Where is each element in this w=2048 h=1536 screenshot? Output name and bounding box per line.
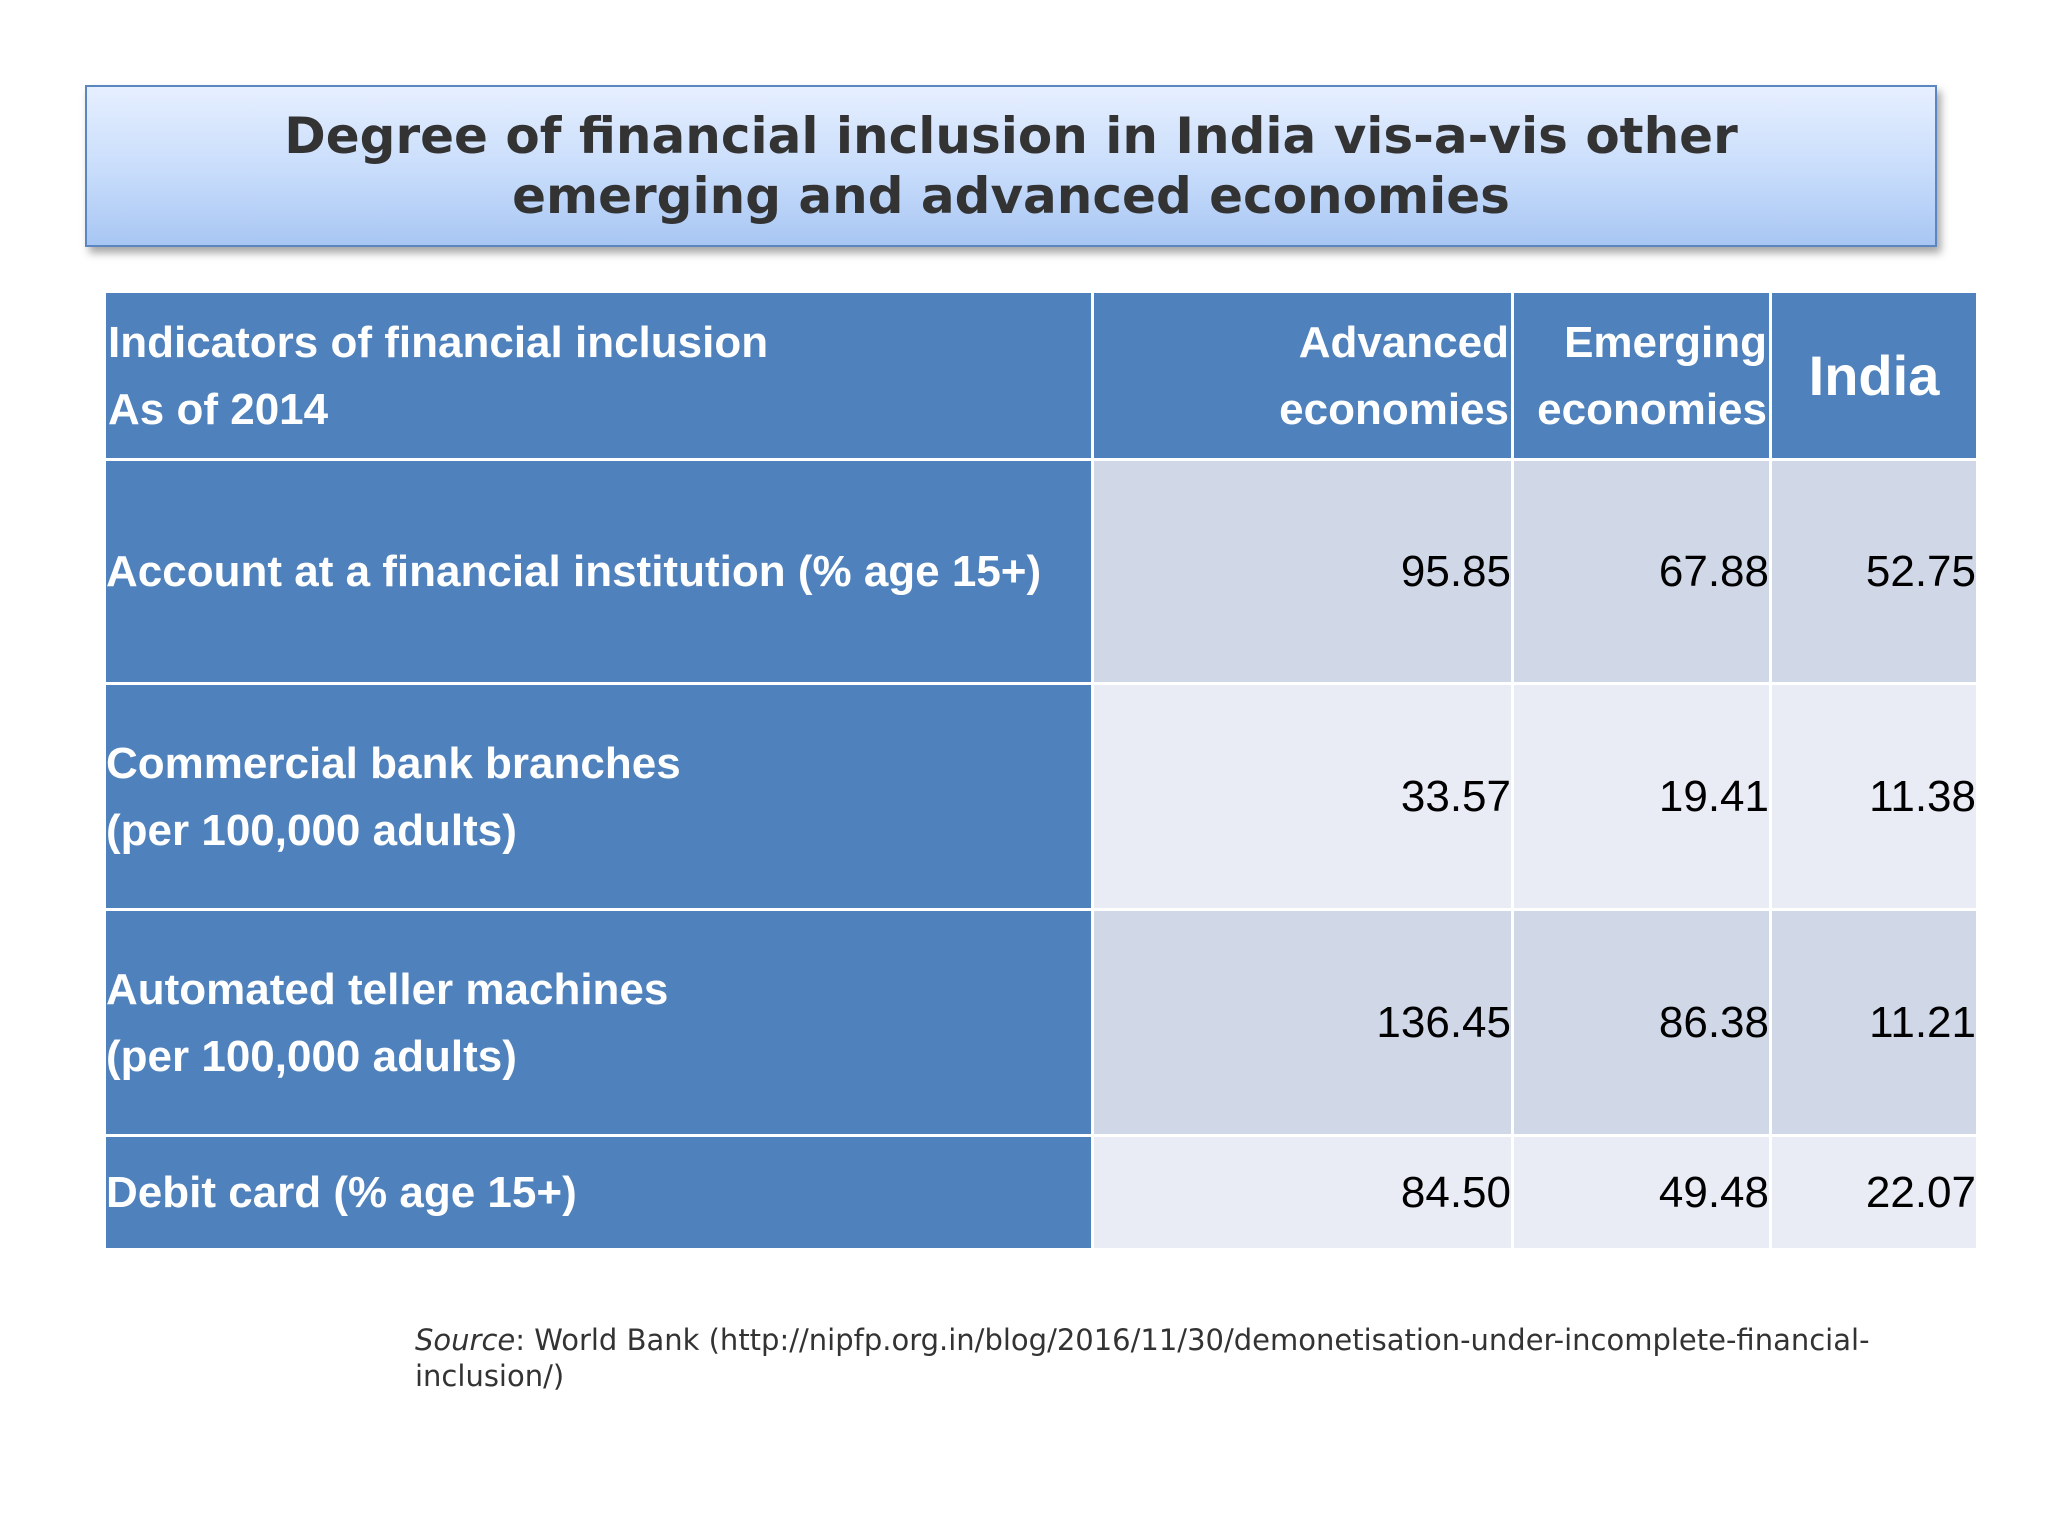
- table-row: Automated teller machines (per 100,000 a…: [103, 908, 1979, 1137]
- row-label-line-1: Debit card (% age 15+): [106, 1168, 577, 1217]
- table-row: Commercial bank branches (per 100,000 ad…: [103, 682, 1979, 911]
- header-indicators-line-1: Indicators of financial inclusion: [108, 317, 769, 367]
- table-row: Account at a financial institution (% ag…: [103, 458, 1979, 685]
- row-label-line-1: Commercial bank branches: [106, 738, 681, 788]
- cell-emerging: 19.41: [1511, 682, 1772, 911]
- cell-emerging: 86.38: [1511, 908, 1772, 1137]
- cell-emerging: 49.48: [1511, 1134, 1772, 1251]
- cell-advanced: 95.85: [1091, 458, 1514, 685]
- row-label: Automated teller machines (per 100,000 a…: [103, 908, 1094, 1137]
- header-advanced-line-2: economies: [1279, 384, 1509, 434]
- cell-india: 22.07: [1769, 1134, 1979, 1251]
- row-label-line-2: (per 100,000 adults): [106, 1031, 517, 1081]
- header-indicators-line-2: As of 2014: [108, 384, 329, 434]
- cell-india: 11.21: [1769, 908, 1979, 1137]
- financial-inclusion-table: Indicators of financial inclusion As of …: [103, 290, 1979, 1251]
- header-advanced: Advanced economies: [1091, 290, 1514, 461]
- header-emerging-line-2: economies: [1537, 384, 1767, 434]
- row-label-line-1: Automated teller machines: [106, 964, 669, 1014]
- row-label: Debit card (% age 15+): [103, 1134, 1094, 1251]
- source-label: Source: [415, 1323, 516, 1357]
- row-label-line-1: Account at a financial institution (% ag…: [106, 547, 1042, 596]
- cell-india: 11.38: [1769, 682, 1979, 911]
- title-line-2: emerging and advanced economies: [512, 167, 1510, 225]
- header-advanced-line-1: Advanced: [1298, 317, 1509, 367]
- title-line-1: Degree of financial inclusion in India v…: [284, 107, 1738, 165]
- source-text: : World Bank (http://nipfp.org.in/blog/2…: [415, 1323, 1870, 1393]
- row-label-line-2: (per 100,000 adults): [106, 805, 517, 855]
- table-row: Debit card (% age 15+) 84.50 49.48 22.07: [103, 1134, 1979, 1251]
- cell-advanced: 84.50: [1091, 1134, 1514, 1251]
- table-header-row: Indicators of financial inclusion As of …: [103, 290, 1979, 461]
- cell-advanced: 33.57: [1091, 682, 1514, 911]
- title-banner: Degree of financial inclusion in India v…: [85, 85, 1937, 247]
- header-emerging-line-1: Emerging: [1564, 317, 1767, 367]
- header-emerging: Emerging economies: [1511, 290, 1772, 461]
- header-india: India: [1769, 290, 1979, 461]
- row-label: Commercial bank branches (per 100,000 ad…: [103, 682, 1094, 911]
- header-indicators: Indicators of financial inclusion As of …: [103, 290, 1094, 461]
- cell-emerging: 67.88: [1511, 458, 1772, 685]
- cell-advanced: 136.45: [1091, 908, 1514, 1137]
- source-note: Source: World Bank (http://nipfp.org.in/…: [415, 1322, 1935, 1394]
- row-label: Account at a financial institution (% ag…: [103, 458, 1094, 685]
- cell-india: 52.75: [1769, 458, 1979, 685]
